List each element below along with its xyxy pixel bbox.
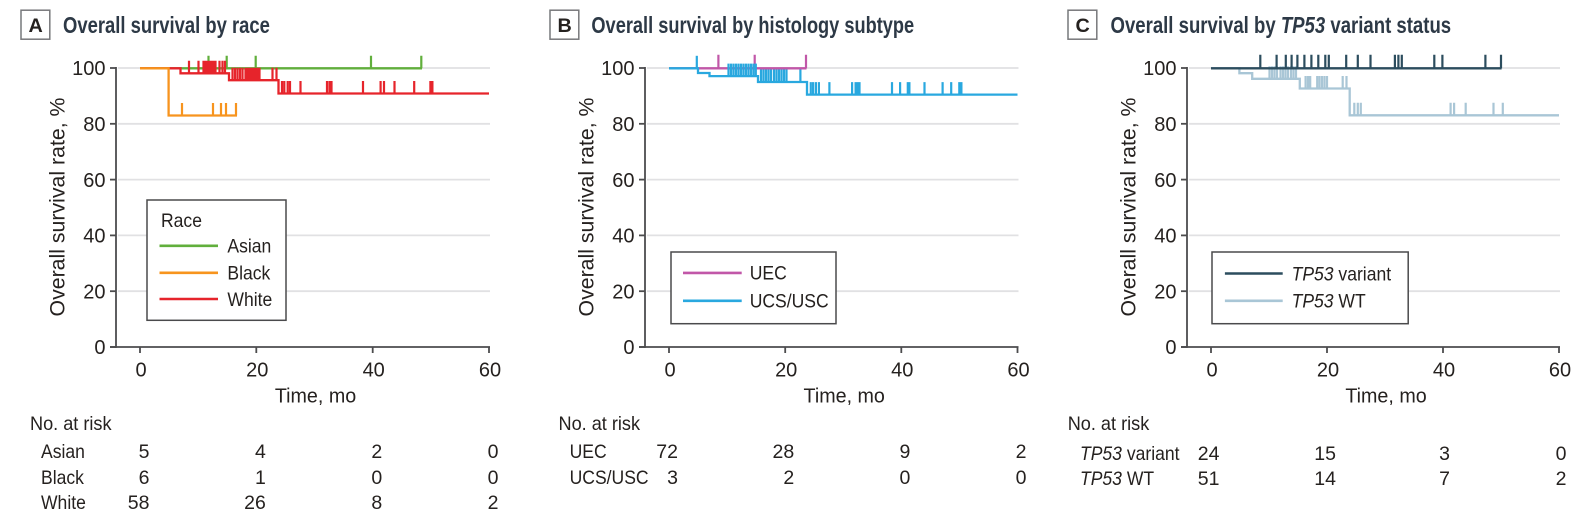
svg-text:2: 2 bbox=[488, 492, 499, 514]
svg-text:Overall survival rate, %: Overall survival rate, % bbox=[575, 97, 599, 316]
svg-text:0: 0 bbox=[1206, 360, 1217, 382]
svg-text:Overall survival by TP53 varia: Overall survival by TP53 variant status bbox=[1111, 13, 1452, 38]
svg-text:60: 60 bbox=[479, 360, 501, 382]
svg-text:0: 0 bbox=[94, 337, 105, 359]
svg-text:0: 0 bbox=[371, 467, 382, 489]
svg-text:No. at risk: No. at risk bbox=[1068, 412, 1150, 434]
svg-text:24: 24 bbox=[1198, 443, 1220, 465]
svg-text:0: 0 bbox=[488, 441, 499, 463]
svg-text:TP53 WT: TP53 WT bbox=[1292, 290, 1366, 312]
svg-text:UEC: UEC bbox=[570, 440, 607, 462]
svg-text:100: 100 bbox=[1143, 58, 1176, 80]
svg-text:60: 60 bbox=[612, 170, 634, 192]
svg-text:2: 2 bbox=[1016, 441, 1027, 463]
svg-text:20: 20 bbox=[1317, 360, 1339, 382]
svg-text:0: 0 bbox=[1556, 443, 1567, 465]
svg-text:60: 60 bbox=[1154, 170, 1176, 192]
svg-text:0: 0 bbox=[1016, 467, 1027, 489]
svg-text:B: B bbox=[558, 15, 572, 37]
svg-text:28: 28 bbox=[772, 441, 794, 463]
svg-text:UCS/USC: UCS/USC bbox=[570, 466, 649, 488]
svg-text:Black: Black bbox=[227, 262, 271, 284]
svg-text:Overall survival by histology: Overall survival by histology subtype bbox=[591, 13, 914, 38]
svg-text:100: 100 bbox=[601, 58, 634, 80]
svg-text:Overall survival by race: Overall survival by race bbox=[63, 13, 270, 38]
svg-text:40: 40 bbox=[363, 360, 385, 382]
svg-text:White: White bbox=[227, 288, 272, 310]
svg-text:0: 0 bbox=[135, 360, 146, 382]
svg-text:51: 51 bbox=[1198, 468, 1220, 490]
svg-text:100: 100 bbox=[72, 58, 105, 80]
svg-text:7: 7 bbox=[1439, 468, 1450, 490]
svg-text:20: 20 bbox=[775, 360, 797, 382]
svg-text:UCS/USC: UCS/USC bbox=[750, 290, 829, 312]
svg-text:15: 15 bbox=[1314, 443, 1336, 465]
svg-text:1: 1 bbox=[255, 467, 266, 489]
svg-text:White: White bbox=[41, 491, 86, 513]
svg-text:Race: Race bbox=[161, 209, 202, 231]
svg-text:C: C bbox=[1076, 15, 1090, 37]
svg-text:80: 80 bbox=[1154, 114, 1176, 136]
svg-text:20: 20 bbox=[612, 281, 634, 303]
svg-text:Asian: Asian bbox=[41, 440, 85, 462]
svg-text:72: 72 bbox=[656, 441, 678, 463]
svg-text:2: 2 bbox=[1556, 468, 1567, 490]
svg-text:60: 60 bbox=[1549, 360, 1571, 382]
svg-text:Time, mo: Time, mo bbox=[275, 385, 356, 407]
svg-text:20: 20 bbox=[246, 360, 268, 382]
svg-text:TP53 WT: TP53 WT bbox=[1080, 467, 1154, 489]
svg-text:Time, mo: Time, mo bbox=[1345, 385, 1426, 407]
svg-text:80: 80 bbox=[612, 114, 634, 136]
svg-text:A: A bbox=[29, 15, 43, 37]
svg-text:3: 3 bbox=[667, 467, 678, 489]
svg-text:UEC: UEC bbox=[750, 262, 787, 284]
svg-text:Time, mo: Time, mo bbox=[804, 385, 885, 407]
svg-text:Asian: Asian bbox=[227, 235, 271, 257]
svg-text:80: 80 bbox=[83, 114, 105, 136]
svg-text:5: 5 bbox=[139, 441, 150, 463]
svg-text:20: 20 bbox=[1154, 281, 1176, 303]
svg-text:58: 58 bbox=[128, 492, 150, 514]
svg-text:9: 9 bbox=[899, 441, 910, 463]
svg-text:40: 40 bbox=[891, 360, 913, 382]
svg-text:0: 0 bbox=[1165, 337, 1176, 359]
svg-text:60: 60 bbox=[83, 170, 105, 192]
svg-text:2: 2 bbox=[371, 441, 382, 463]
svg-text:40: 40 bbox=[1433, 360, 1455, 382]
svg-text:60: 60 bbox=[1007, 360, 1029, 382]
svg-text:3: 3 bbox=[1439, 443, 1450, 465]
svg-text:TP53 variant: TP53 variant bbox=[1292, 262, 1392, 284]
svg-text:0: 0 bbox=[899, 467, 910, 489]
svg-text:TP53 variant: TP53 variant bbox=[1080, 442, 1180, 464]
svg-text:8: 8 bbox=[371, 492, 382, 514]
svg-text:4: 4 bbox=[255, 441, 266, 463]
svg-text:Overall survival rate, %: Overall survival rate, % bbox=[1117, 97, 1141, 316]
svg-text:6: 6 bbox=[139, 467, 150, 489]
svg-text:Black: Black bbox=[41, 466, 85, 488]
svg-text:0: 0 bbox=[664, 360, 675, 382]
svg-text:40: 40 bbox=[83, 226, 105, 248]
svg-text:0: 0 bbox=[488, 467, 499, 489]
svg-text:No. at risk: No. at risk bbox=[30, 412, 112, 434]
svg-text:2: 2 bbox=[783, 467, 794, 489]
svg-text:40: 40 bbox=[1154, 226, 1176, 248]
svg-text:No. at risk: No. at risk bbox=[559, 412, 641, 434]
svg-text:Overall survival rate, %: Overall survival rate, % bbox=[46, 97, 70, 316]
svg-text:14: 14 bbox=[1314, 468, 1336, 490]
svg-text:40: 40 bbox=[612, 226, 634, 248]
svg-text:0: 0 bbox=[623, 337, 634, 359]
svg-text:26: 26 bbox=[244, 492, 266, 514]
svg-text:20: 20 bbox=[83, 281, 105, 303]
